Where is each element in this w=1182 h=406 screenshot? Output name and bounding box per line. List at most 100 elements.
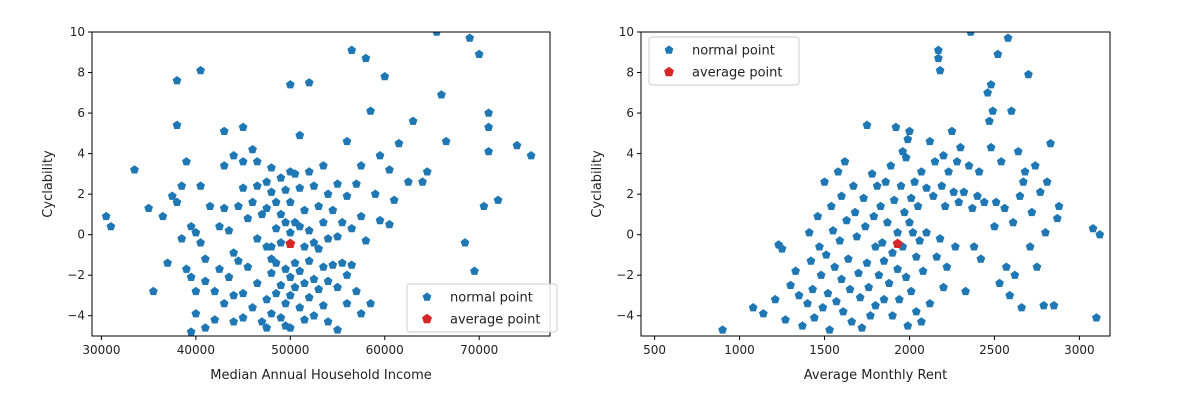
normal-point [191,228,201,237]
normal-point [894,294,904,304]
normal-point [823,288,833,298]
normal-point [177,181,187,190]
normal-point [314,244,324,253]
normal-point [333,179,342,188]
normal-point [993,49,1003,59]
x-tick-label: 1000 [724,343,755,357]
normal-point [1020,167,1030,176]
normal-point [835,236,845,245]
normal-point [200,323,210,332]
normal-point [281,298,290,308]
y-tick-label: 4 [77,147,85,161]
normal-point [300,315,309,324]
normal-point [1092,313,1101,322]
normal-point [271,223,281,233]
normal-point [347,260,357,269]
normal-point [375,215,385,225]
normal-point [182,264,191,273]
legend-box [406,283,558,333]
normal-point [484,146,493,156]
normal-point [323,234,333,243]
y-tick-label: 8 [77,66,85,80]
normal-point [874,270,884,279]
normal-point [243,213,253,223]
normal-point [229,151,239,160]
x-tick-label: 60000 [366,343,404,357]
normal-point [956,142,965,152]
normal-point [271,197,281,206]
normal-point [995,278,1004,288]
normal-point [1008,217,1018,227]
normal-point [234,256,243,265]
normal-point [915,236,925,245]
normal-point [809,313,819,322]
normal-point [215,264,224,273]
y-axis-label: Cyclability [41,150,56,218]
normal-point [512,140,522,150]
normal-point [394,138,404,148]
normal-point [285,323,295,332]
normal-point [903,321,913,330]
normal-point [934,53,943,63]
normal-point [333,325,342,334]
y-tick-label: 8 [626,66,634,80]
normal-point [935,234,945,243]
y-tick-label: −4 [616,309,634,323]
normal-point [408,116,418,125]
normal-point [304,292,314,302]
normal-point [901,272,911,281]
normal-point [820,177,829,186]
normal-point [1095,230,1105,239]
normal-point [1018,177,1028,186]
normal-point [871,301,880,310]
normal-point [196,238,205,247]
normal-point [252,278,262,288]
normal-point [961,286,970,296]
normal-point [229,248,239,257]
x-tick-label: 30000 [82,343,120,357]
normal-point [248,303,257,312]
normal-point [925,136,935,146]
normal-point [816,270,826,279]
income-chart: 30000 40000 50000 60000 70000 −4 −2 0 2 4 6 8 10 Medi… [41,25,558,383]
normal-point [1046,138,1055,148]
normal-point [947,126,957,136]
normal-point [318,262,328,271]
normal-point [238,313,248,322]
normal-point [1007,106,1016,115]
normal-point [290,258,300,267]
normal-point [342,191,352,200]
normal-point [794,290,804,300]
normal-point [913,201,923,211]
normal-point [825,325,834,334]
normal-point [106,221,116,231]
normal-point [271,288,281,298]
normal-point [484,122,493,131]
normal-point [337,258,347,267]
legend-average-marker [422,313,432,324]
normal-point [333,232,342,241]
normal-point [949,187,959,196]
normal-point [186,327,196,336]
normal-point [718,325,727,334]
legend: normal point average point [406,283,558,333]
normal-point [974,167,984,176]
normal-point [860,221,870,231]
normal-point [1017,303,1027,312]
normal-point [908,228,918,237]
normal-point [1039,301,1049,310]
normal-point [1010,270,1020,279]
normal-point [252,157,262,166]
normal-point [869,211,879,221]
normal-point [304,167,314,176]
normal-point [276,313,286,322]
normal-point [318,161,328,170]
normal-point [437,90,446,99]
normal-point [1001,262,1011,271]
normal-point [323,317,333,326]
normal-point [370,189,380,198]
normal-point [1024,69,1033,79]
normal-point [337,217,347,227]
normal-point [888,248,897,257]
normal-point [967,203,977,213]
